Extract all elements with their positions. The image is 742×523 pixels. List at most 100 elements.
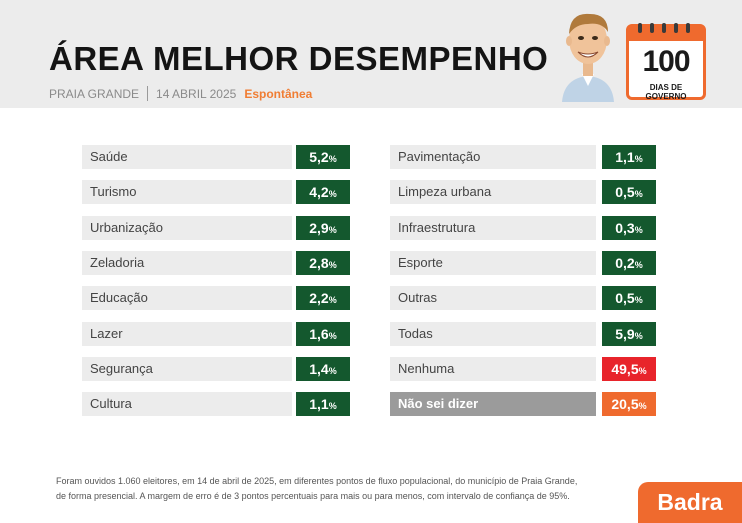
result-value-number: 5,2 bbox=[309, 149, 329, 165]
result-value: 20,5% bbox=[602, 392, 656, 416]
result-row: Saúde 5,2% bbox=[82, 145, 350, 169]
result-value: 0,5% bbox=[602, 286, 656, 310]
calendar-ring-icon bbox=[638, 23, 642, 33]
calendar-ring-icon bbox=[686, 23, 690, 33]
result-row: Todas 5,9% bbox=[390, 322, 656, 346]
result-value-number: 1,6 bbox=[309, 326, 329, 342]
result-value: 5,2% bbox=[296, 145, 350, 169]
result-label: Infraestrutura bbox=[390, 216, 596, 240]
hundred-days-badge: 100 DIAS DE GOVERNO bbox=[626, 20, 706, 101]
result-label: Lazer bbox=[82, 322, 292, 346]
result-row: Esporte 0,2% bbox=[390, 251, 656, 275]
result-value: 2,9% bbox=[296, 216, 350, 240]
result-label: Limpeza urbana bbox=[390, 180, 596, 204]
result-value-unit: % bbox=[634, 189, 643, 199]
result-value-unit: % bbox=[328, 401, 337, 411]
result-value: 5,9% bbox=[602, 322, 656, 346]
city-label: PRAIA GRANDE bbox=[49, 86, 140, 101]
result-value-unit: % bbox=[328, 331, 337, 341]
result-value-unit: % bbox=[634, 154, 643, 164]
result-row: Não sei dizer 20,5% bbox=[390, 392, 656, 416]
result-value: 1,1% bbox=[296, 392, 350, 416]
result-row: Lazer 1,6% bbox=[82, 322, 350, 346]
result-value-unit: % bbox=[638, 401, 647, 411]
result-value-unit: % bbox=[634, 331, 643, 341]
result-label: Educação bbox=[82, 286, 292, 310]
result-label: Esporte bbox=[390, 251, 596, 275]
result-value-unit: % bbox=[634, 225, 643, 235]
header-band: ÁREA MELHOR DESEMPENHO PRAIA GRANDE 14 A… bbox=[0, 0, 742, 108]
result-value-number: 2,2 bbox=[309, 290, 329, 306]
result-value-number: 2,9 bbox=[309, 220, 329, 236]
result-value: 4,2% bbox=[296, 180, 350, 204]
badge-number: 100 bbox=[642, 45, 690, 78]
result-label: Nenhuma bbox=[390, 357, 596, 381]
result-value-number: 1,4 bbox=[309, 361, 329, 377]
result-value: 2,8% bbox=[296, 251, 350, 275]
result-label: Não sei dizer bbox=[390, 392, 596, 416]
calendar-ring-icon bbox=[650, 23, 654, 33]
result-label: Segurança bbox=[82, 357, 292, 381]
result-value: 1,1% bbox=[602, 145, 656, 169]
brand-logo: Badra bbox=[638, 482, 742, 523]
result-value-number: 0,2 bbox=[615, 255, 635, 271]
result-label: Saúde bbox=[82, 145, 292, 169]
result-value-unit: % bbox=[328, 154, 337, 164]
result-value: 1,4% bbox=[296, 357, 350, 381]
result-row: Segurança 1,4% bbox=[82, 357, 350, 381]
date-label: 14 ABRIL 2025 bbox=[156, 86, 237, 101]
result-row: Infraestrutura 0,3% bbox=[390, 216, 656, 240]
result-value-unit: % bbox=[328, 225, 337, 235]
result-row: Nenhuma 49,5% bbox=[390, 357, 656, 381]
survey-mode-label: Espontânea bbox=[244, 86, 313, 101]
subtitle-line: PRAIA GRANDE 14 ABRIL 2025 Espontânea bbox=[49, 86, 312, 101]
result-value-unit: % bbox=[328, 295, 337, 305]
result-value-unit: % bbox=[638, 366, 647, 376]
badge-label: DIAS DE GOVERNO bbox=[645, 83, 687, 101]
result-value: 2,2% bbox=[296, 286, 350, 310]
result-value-number: 2,8 bbox=[309, 255, 329, 271]
result-value-number: 1,1 bbox=[615, 149, 635, 165]
calendar-ring-icon bbox=[674, 23, 678, 33]
result-value-unit: % bbox=[634, 260, 643, 270]
result-value-number: 4,2 bbox=[309, 184, 329, 200]
result-row: Cultura 1,1% bbox=[82, 392, 350, 416]
calendar-ring-icon bbox=[662, 23, 666, 33]
result-label: Todas bbox=[390, 322, 596, 346]
result-label: Outras bbox=[390, 286, 596, 310]
result-value: 1,6% bbox=[296, 322, 350, 346]
result-row: Educação 2,2% bbox=[82, 286, 350, 310]
methodology-note: Foram ouvidos 1.060 eleitores, em 14 de … bbox=[56, 474, 577, 504]
result-row: Zeladoria 2,8% bbox=[82, 251, 350, 275]
result-value-number: 0,5 bbox=[615, 184, 635, 200]
result-value: 0,2% bbox=[602, 251, 656, 275]
methodology-line: Foram ouvidos 1.060 eleitores, em 14 de … bbox=[56, 476, 578, 486]
result-value-unit: % bbox=[634, 295, 643, 305]
result-value-number: 5,9 bbox=[615, 326, 635, 342]
divider bbox=[147, 86, 149, 101]
result-value-unit: % bbox=[328, 260, 337, 270]
result-row: Urbanização 2,9% bbox=[82, 216, 350, 240]
result-label: Turismo bbox=[82, 180, 292, 204]
result-value: 0,3% bbox=[602, 216, 656, 240]
result-value-number: 1,1 bbox=[309, 396, 329, 412]
mayor-caricature-icon bbox=[562, 13, 614, 102]
result-label: Zeladoria bbox=[82, 251, 292, 275]
methodology-line: de forma presencial. A margem de erro é … bbox=[56, 491, 570, 501]
result-row: Limpeza urbana 0,5% bbox=[390, 180, 656, 204]
result-label: Pavimentação bbox=[390, 145, 596, 169]
result-row: Pavimentação 1,1% bbox=[390, 145, 656, 169]
result-value-number: 0,5 bbox=[615, 290, 635, 306]
result-value-unit: % bbox=[328, 189, 337, 199]
result-label: Cultura bbox=[82, 392, 292, 416]
page-title: ÁREA MELHOR DESEMPENHO bbox=[49, 40, 549, 77]
result-value-number: 0,3 bbox=[615, 220, 635, 236]
result-value: 0,5% bbox=[602, 180, 656, 204]
result-value: 49,5% bbox=[602, 357, 656, 381]
result-value-number: 49,5 bbox=[611, 361, 639, 377]
result-row: Outras 0,5% bbox=[390, 286, 656, 310]
result-label: Urbanização bbox=[82, 216, 292, 240]
result-row: Turismo 4,2% bbox=[82, 180, 350, 204]
result-value-number: 20,5 bbox=[611, 396, 639, 412]
result-value-unit: % bbox=[328, 366, 337, 376]
